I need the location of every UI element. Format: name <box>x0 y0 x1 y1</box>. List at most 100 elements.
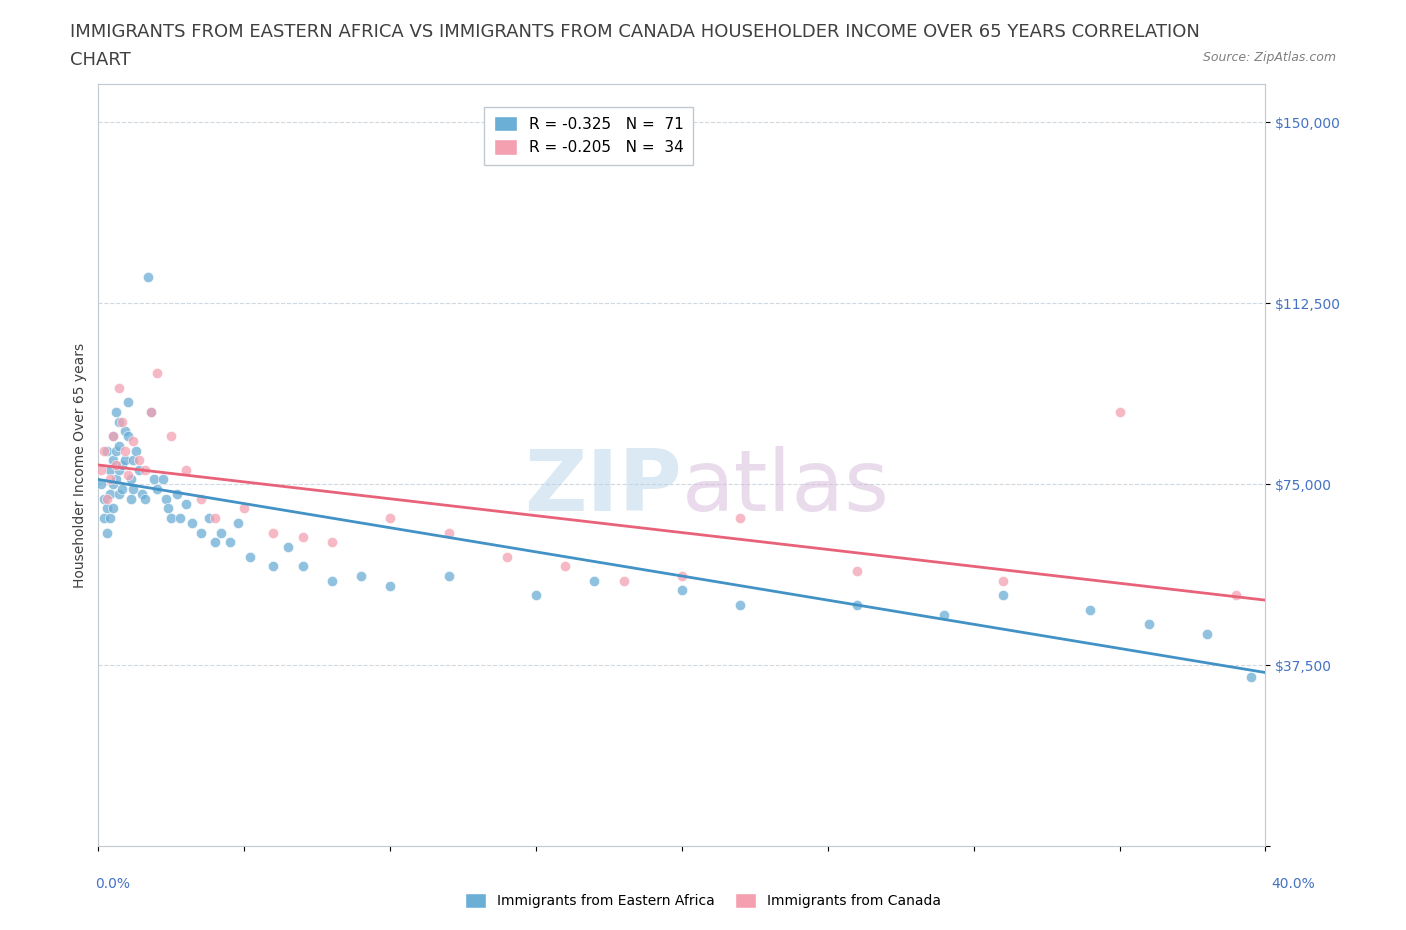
Point <box>90 462 112 477</box>
Point <box>934 607 956 622</box>
Point <box>120 472 142 487</box>
Point <box>1195 627 1218 642</box>
Point <box>218 535 240 550</box>
Point <box>204 535 226 550</box>
Point <box>291 530 314 545</box>
Point <box>228 515 250 530</box>
Point <box>204 511 226 525</box>
Point <box>136 270 159 285</box>
Point <box>209 525 232 540</box>
Point <box>152 472 174 487</box>
Point <box>93 443 115 458</box>
Point <box>146 365 169 380</box>
Point <box>1225 588 1247 603</box>
Point <box>166 486 188 501</box>
Point <box>190 491 212 506</box>
Point <box>111 414 134 429</box>
Point <box>128 462 150 477</box>
Point <box>160 429 183 444</box>
Point <box>437 525 460 540</box>
Point <box>114 453 136 468</box>
Point <box>380 578 402 593</box>
Point <box>111 482 134 497</box>
Point <box>233 501 256 516</box>
Point <box>730 511 752 525</box>
Point <box>125 443 148 458</box>
Text: IMMIGRANTS FROM EASTERN AFRICA VS IMMIGRANTS FROM CANADA HOUSEHOLDER INCOME OVER: IMMIGRANTS FROM EASTERN AFRICA VS IMMIGR… <box>70 23 1201 41</box>
Point <box>128 453 150 468</box>
Point <box>96 491 118 506</box>
Point <box>496 550 519 565</box>
Point <box>104 458 127 472</box>
Point <box>98 472 121 487</box>
Point <box>96 525 118 540</box>
Text: ZIP: ZIP <box>524 446 682 529</box>
Point <box>169 511 191 525</box>
Point <box>114 424 136 439</box>
Point <box>583 574 606 589</box>
Point <box>122 453 145 468</box>
Text: atlas: atlas <box>682 446 890 529</box>
Point <box>846 564 869 578</box>
Legend: Immigrants from Eastern Africa, Immigrants from Canada: Immigrants from Eastern Africa, Immigran… <box>460 888 946 914</box>
Point <box>198 511 221 525</box>
Point <box>991 588 1014 603</box>
Point <box>108 462 131 477</box>
Point <box>101 501 124 516</box>
Point <box>120 491 142 506</box>
Point <box>612 574 634 589</box>
Y-axis label: Householder Income Over 65 years: Householder Income Over 65 years <box>73 342 87 588</box>
Point <box>437 568 460 583</box>
Legend: R = -0.325   N =  71, R = -0.205   N =  34: R = -0.325 N = 71, R = -0.205 N = 34 <box>485 107 693 165</box>
Point <box>117 467 139 482</box>
Text: 40.0%: 40.0% <box>1271 877 1315 891</box>
Point <box>108 438 131 453</box>
Point <box>190 525 212 540</box>
Point <box>139 405 162 419</box>
Text: Source: ZipAtlas.com: Source: ZipAtlas.com <box>1202 51 1336 64</box>
Point <box>96 501 118 516</box>
Point <box>122 433 145 448</box>
Point <box>554 559 576 574</box>
Point <box>174 497 197 512</box>
Point <box>1108 405 1130 419</box>
Point <box>350 568 373 583</box>
Point <box>101 453 124 468</box>
Text: 0.0%: 0.0% <box>96 877 131 891</box>
Point <box>321 574 343 589</box>
Point <box>98 511 121 525</box>
Point <box>321 535 343 550</box>
Point <box>98 486 121 501</box>
Point <box>846 598 869 613</box>
Point <box>90 477 112 492</box>
Point <box>180 515 202 530</box>
Point <box>174 462 197 477</box>
Point <box>262 525 284 540</box>
Point <box>671 568 693 583</box>
Point <box>730 598 752 613</box>
Point <box>96 443 118 458</box>
Point <box>134 462 156 477</box>
Point <box>155 491 177 506</box>
Point <box>101 429 124 444</box>
Text: CHART: CHART <box>70 51 131 69</box>
Point <box>117 429 139 444</box>
Point <box>139 405 162 419</box>
Point <box>114 443 136 458</box>
Point <box>122 482 145 497</box>
Point <box>104 472 127 487</box>
Point <box>101 429 124 444</box>
Point <box>262 559 284 574</box>
Point <box>146 482 169 497</box>
Point <box>108 486 131 501</box>
Point <box>1080 603 1102 618</box>
Point <box>160 511 183 525</box>
Point <box>104 443 127 458</box>
Point <box>93 511 115 525</box>
Point <box>131 486 153 501</box>
Point <box>108 414 131 429</box>
Point <box>104 405 127 419</box>
Point <box>277 539 299 554</box>
Point <box>291 559 314 574</box>
Point <box>239 550 262 565</box>
